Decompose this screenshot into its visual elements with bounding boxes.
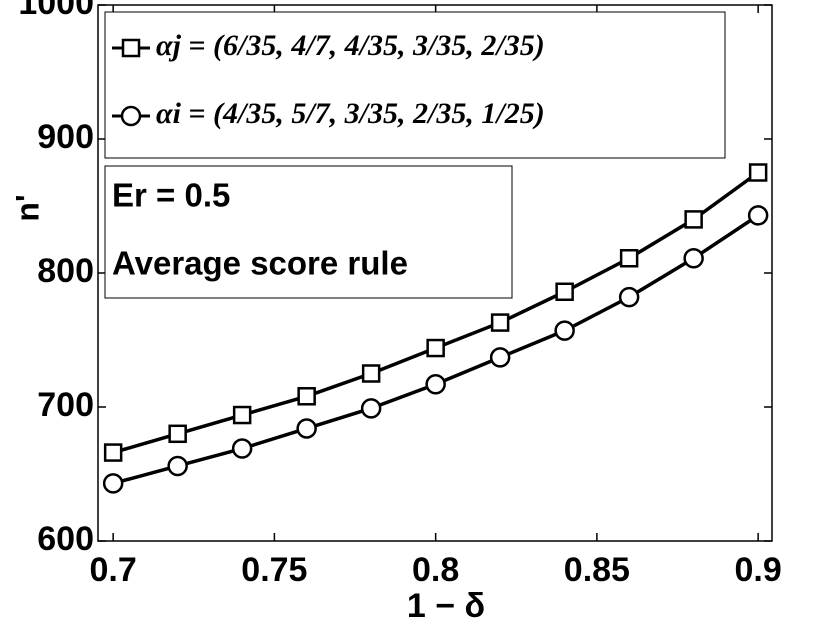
legend-label: αj = (6/35, 4/7, 4/35, 3/35, 2/35)	[156, 29, 545, 62]
marker	[490, 313, 510, 332]
legend-marker	[121, 38, 141, 58]
y-tick-label: 1000	[18, 0, 94, 22]
marker	[297, 387, 316, 406]
marker	[360, 398, 382, 419]
marker	[748, 163, 768, 182]
annotation: Er = 0.5	[112, 177, 230, 214]
marker	[489, 347, 511, 368]
marker	[683, 248, 704, 269]
x-axis-label: 1 − δ	[407, 587, 485, 625]
legend-label: αi = (4/35, 5/7, 3/35, 2/35, 1/25)	[156, 97, 545, 130]
y-tick-label: 800	[37, 252, 94, 290]
y-tick-label: 600	[37, 520, 94, 558]
marker	[361, 364, 381, 383]
marker	[296, 418, 317, 439]
legend-box	[104, 11, 726, 159]
y-tick-label: 900	[37, 118, 94, 156]
annotation-box	[104, 165, 513, 299]
marker	[747, 205, 769, 226]
x-tick-label: 0.85	[564, 551, 630, 589]
marker	[425, 373, 446, 395]
marker	[684, 210, 703, 229]
marker	[167, 455, 188, 477]
legend-marker	[120, 105, 142, 127]
marker	[618, 286, 640, 308]
x-tick-label: 0.8	[412, 551, 459, 589]
x-tick-label: 0.7	[90, 551, 137, 589]
marker	[102, 473, 124, 494]
marker	[232, 405, 252, 425]
x-tick-label: 0.9	[735, 551, 782, 589]
annotation: Average score rule	[112, 245, 408, 282]
marker	[619, 249, 639, 268]
marker	[231, 438, 253, 459]
y-axis-label: n'	[9, 194, 45, 221]
y-tick-label: 700	[37, 386, 94, 424]
marker	[426, 338, 445, 358]
marker	[103, 443, 123, 462]
marker	[168, 424, 187, 444]
marker	[555, 282, 574, 302]
x-tick-label: 0.75	[241, 551, 307, 589]
marker	[554, 320, 575, 341]
